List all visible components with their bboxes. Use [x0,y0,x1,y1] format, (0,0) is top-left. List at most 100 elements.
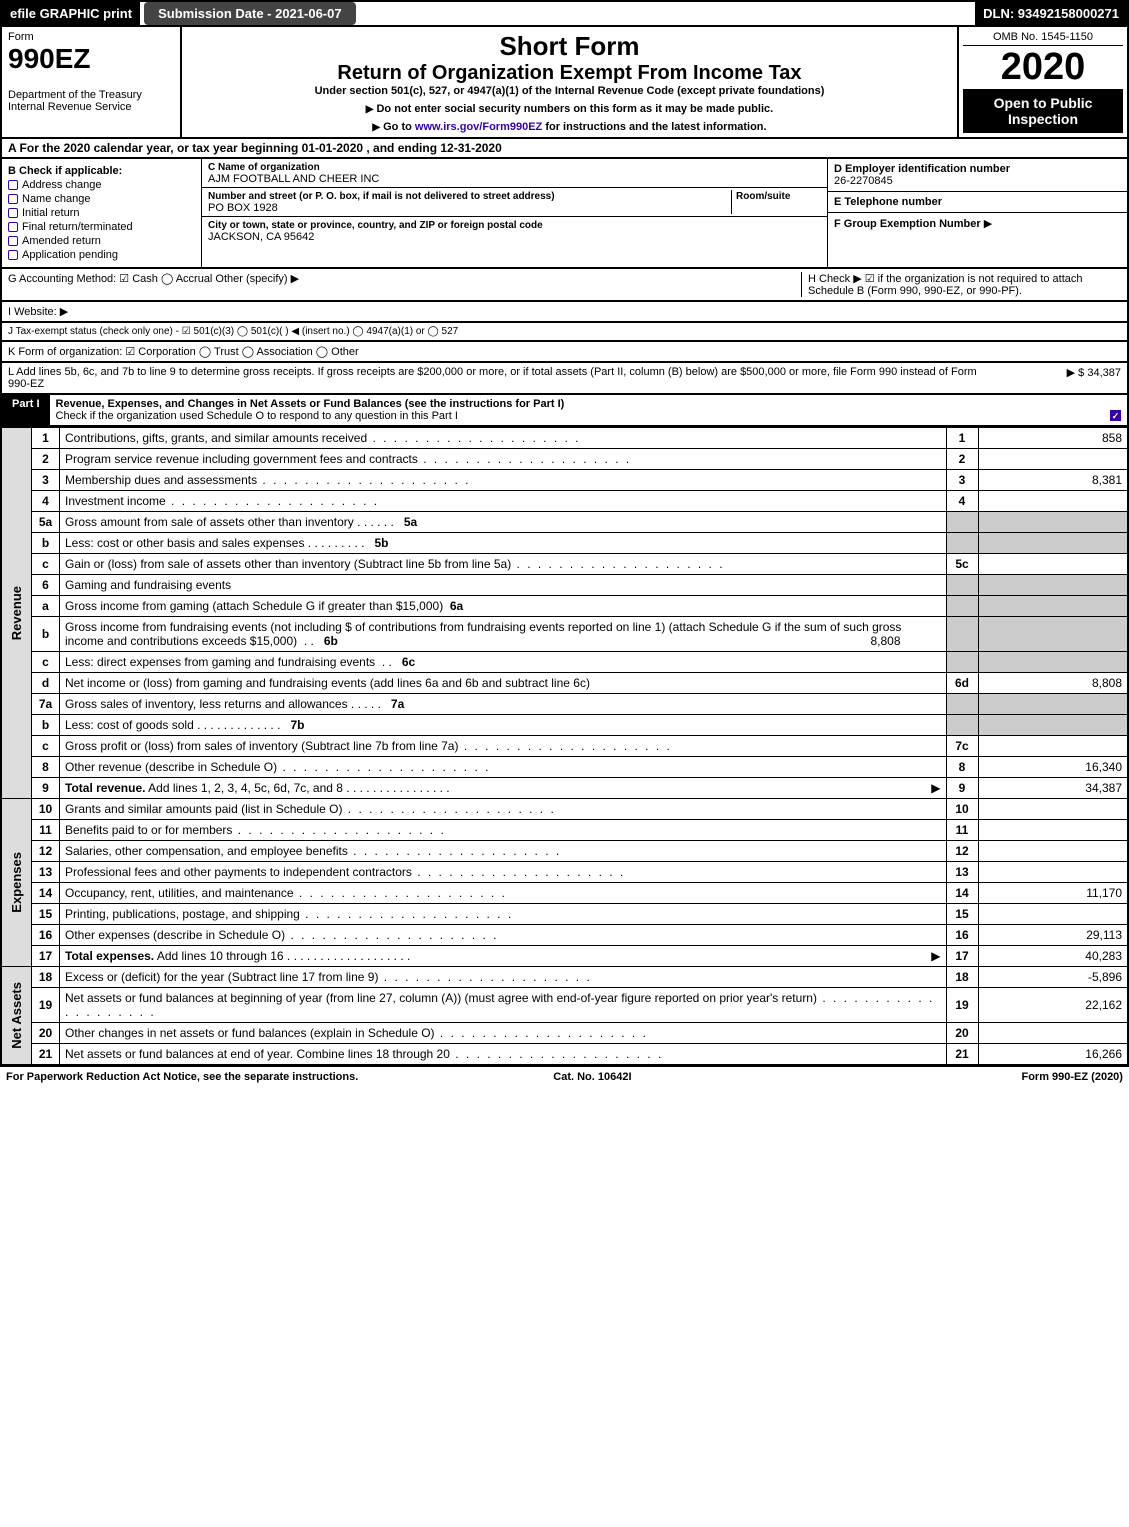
dept-label: Department of the Treasury [8,89,174,101]
page-footer: For Paperwork Reduction Act Notice, see … [0,1066,1129,1087]
schedule-o-check-icon[interactable]: ✓ [1110,410,1121,421]
tax-year-big: 2020 [963,46,1123,89]
line-k: K Form of organization: ☑ Corporation ◯ … [0,342,1129,363]
chk-initial[interactable]: Initial return [8,207,195,219]
addr-label: Number and street (or P. O. box, if mail… [208,191,555,202]
line-l-text: L Add lines 5b, 6c, and 7b to line 9 to … [8,366,1001,390]
line-gh: G Accounting Method: ☑ Cash ◯ Accrual Ot… [0,269,1129,302]
line-l: L Add lines 5b, 6c, and 7b to line 9 to … [0,363,1129,395]
part1-table: Revenue 1 Contributions, gifts, grants, … [0,427,1129,1066]
row-7c: cGross profit or (loss) from sales of in… [1,736,1128,757]
row-18: Net Assets 18Excess or (deficit) for the… [1,967,1128,988]
irs-link[interactable]: www.irs.gov/Form990EZ [415,121,542,133]
header-left: Form 990EZ Department of the Treasury In… [2,27,182,137]
city-value: JACKSON, CA 95642 [208,231,314,243]
expenses-side-label: Expenses [7,848,26,917]
row-7a: 7aGross sales of inventory, less returns… [1,694,1128,715]
row-6a: aGross income from gaming (attach Schedu… [1,596,1128,617]
info-block: B Check if applicable: Address change Na… [0,159,1129,269]
line-i: I Website: ▶ [0,302,1129,323]
row-9: 9Total revenue. Add lines 1, 2, 3, 4, 5c… [1,778,1128,799]
netassets-side-label: Net Assets [7,978,26,1053]
box-e: E Telephone number [828,192,1127,213]
r1-val: 858 [978,428,1128,449]
row-15: 15Printing, publications, postage, and s… [1,904,1128,925]
header-right: OMB No. 1545-1150 2020 Open to Public In… [957,27,1127,137]
form-header: Form 990EZ Department of the Treasury In… [0,27,1129,139]
row-20: 20Other changes in net assets or fund ba… [1,1023,1128,1044]
footer-left: For Paperwork Reduction Act Notice, see … [6,1071,358,1083]
row-1: Revenue 1 Contributions, gifts, grants, … [1,428,1128,449]
row-12: 12Salaries, other compensation, and empl… [1,841,1128,862]
omb-number: OMB No. 1545-1150 [963,31,1123,46]
row-5a: 5aGross amount from sale of assets other… [1,512,1128,533]
open-to-public: Open to Public Inspection [963,89,1123,133]
row-8: 8Other revenue (describe in Schedule O)8… [1,757,1128,778]
row-4: 4Investment income4 [1,491,1128,512]
row-14: 14Occupancy, rent, utilities, and mainte… [1,883,1128,904]
ein-label: D Employer identification number [834,163,1010,175]
row-7b: bLess: cost of goods sold . . . . . . . … [1,715,1128,736]
row-10: Expenses 10Grants and similar amounts pa… [1,799,1128,820]
header-mid: Short Form Return of Organization Exempt… [182,27,957,137]
row-6c: cLess: direct expenses from gaming and f… [1,652,1128,673]
part1-label: Part I [2,395,50,425]
dln: DLN: 93492158000271 [975,2,1127,25]
ein-value: 26-2270845 [834,175,893,187]
revenue-side-label: Revenue [7,582,26,644]
org-name-cell: C Name of organization AJM FOOTBALL AND … [202,159,827,188]
row-3: 3Membership dues and assessments38,381 [1,470,1128,491]
chk-final[interactable]: Final return/terminated [8,221,195,233]
note-ssn: Do not enter social security numbers on … [188,103,951,115]
chk-amended[interactable]: Amended return [8,235,195,247]
org-name-label: C Name of organization [208,162,320,173]
submission-date: Submission Date - 2021-06-07 [144,2,356,25]
row-19: 19Net assets or fund balances at beginni… [1,988,1128,1023]
row-11: 11Benefits paid to or for members11 [1,820,1128,841]
addr-cell: Number and street (or P. O. box, if mail… [202,188,827,217]
part1-title: Revenue, Expenses, and Changes in Net As… [50,395,1127,425]
phone-label: E Telephone number [834,196,942,208]
part1-checknote: Check if the organization used Schedule … [56,410,458,422]
row-21: 21Net assets or fund balances at end of … [1,1044,1128,1066]
title-return: Return of Organization Exempt From Incom… [188,62,951,85]
line-j: J Tax-exempt status (check only one) - ☑… [0,323,1129,342]
row-5c: cGain or (loss) from sale of assets othe… [1,554,1128,575]
r1-text: Contributions, gifts, grants, and simila… [60,428,947,449]
chk-pending[interactable]: Application pending [8,249,195,261]
room-label: Room/suite [736,191,790,202]
city-cell: City or town, state or province, country… [202,217,827,245]
irs-label: Internal Revenue Service [8,101,174,113]
row-6b: bGross income from fundraising events (n… [1,617,1128,652]
line-h: H Check ▶ ☑ if the organization is not r… [801,272,1121,297]
footer-mid: Cat. No. 10642I [553,1071,631,1083]
row-2: 2Program service revenue including gover… [1,449,1128,470]
row-16: 16Other expenses (describe in Schedule O… [1,925,1128,946]
line-g: G Accounting Method: ☑ Cash ◯ Accrual Ot… [8,272,801,297]
addr-value: PO BOX 1928 [208,202,278,214]
title-short-form: Short Form [188,31,951,62]
box-b: B Check if applicable: Address change Na… [2,159,202,267]
part1-header: Part I Revenue, Expenses, and Changes in… [0,395,1129,427]
org-name: AJM FOOTBALL AND CHEER INC [208,173,379,185]
form-word: Form [8,31,174,43]
efile-label[interactable]: efile GRAPHIC print [2,2,140,25]
line-a-taxyear: A For the 2020 calendar year, or tax yea… [0,139,1129,159]
chk-name[interactable]: Name change [8,193,195,205]
city-label: City or town, state or province, country… [208,220,543,231]
form-number: 990EZ [8,43,174,75]
subtitle: Under section 501(c), 527, or 4947(a)(1)… [188,85,951,97]
box-c: C Name of organization AJM FOOTBALL AND … [202,159,827,267]
top-bar: efile GRAPHIC print Submission Date - 20… [0,0,1129,27]
box-def: D Employer identification number 26-2270… [827,159,1127,267]
box-b-label: B Check if applicable: [8,165,195,177]
box-f: F Group Exemption Number ▶ [828,213,1127,234]
footer-right: Form 990-EZ (2020) [1021,1071,1123,1083]
note-link: Go to www.irs.gov/Form990EZ for instruct… [188,121,951,133]
row-6d: dNet income or (loss) from gaming and fu… [1,673,1128,694]
row-6: 6Gaming and fundraising events [1,575,1128,596]
chk-address[interactable]: Address change [8,179,195,191]
row-5b: bLess: cost or other basis and sales exp… [1,533,1128,554]
arrow-icon: ▶ [984,218,992,230]
row-13: 13Professional fees and other payments t… [1,862,1128,883]
